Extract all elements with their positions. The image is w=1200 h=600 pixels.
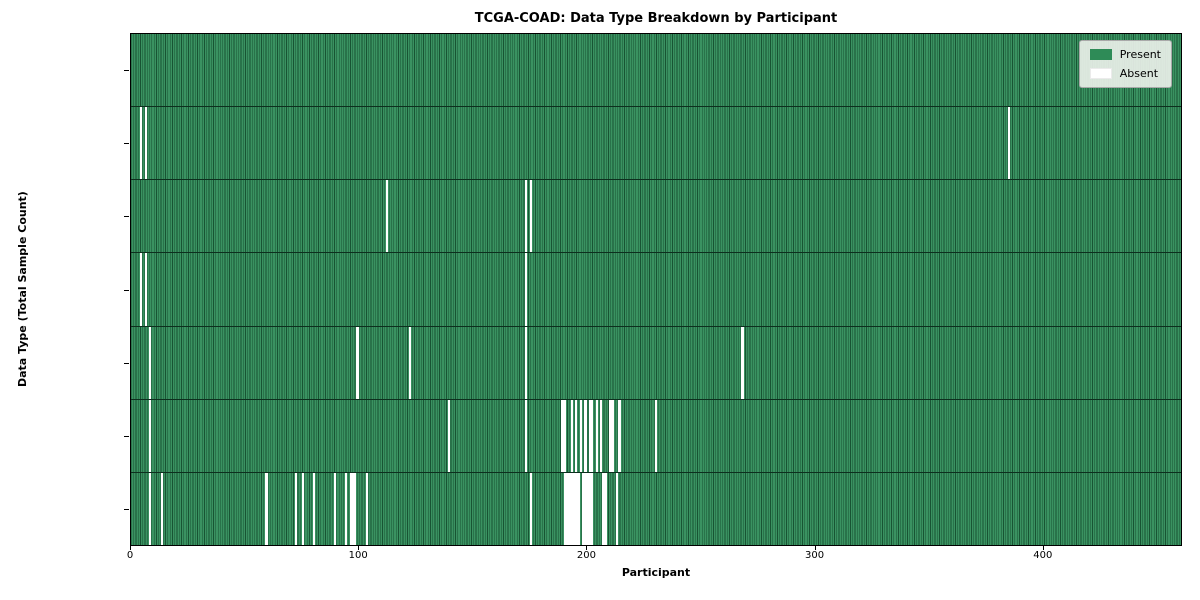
absent-stripe	[581, 472, 585, 545]
absent-stripe	[566, 472, 569, 545]
y-axis-label: Data Type (Total Sample Count)	[16, 191, 29, 388]
x-tick-label: 300	[805, 550, 825, 561]
absent-stripe	[586, 472, 589, 545]
absent-stripe	[1007, 107, 1011, 180]
absent-stripe	[588, 472, 592, 545]
absent-stripe	[570, 472, 573, 545]
x-tick-mark	[358, 546, 360, 550]
absent-stripe	[609, 399, 612, 472]
absent-stripe	[149, 399, 152, 472]
absent-stripe	[294, 472, 298, 545]
absent-stripe	[570, 399, 573, 472]
legend-present-label: Present	[1119, 48, 1161, 61]
x-tick-label: 100	[348, 550, 368, 561]
absent-swatch-icon	[1089, 68, 1112, 79]
data-type-row-mir	[131, 399, 1181, 473]
absent-stripe	[149, 472, 152, 545]
x-tick-mark	[586, 546, 588, 550]
y-tick-mark	[124, 216, 129, 218]
y-tick-mark	[124, 362, 129, 364]
absent-stripe	[525, 399, 528, 472]
absent-stripe	[345, 472, 348, 545]
absent-stripe	[654, 399, 658, 472]
absent-stripe	[313, 472, 316, 545]
absent-stripe	[572, 472, 576, 545]
absent-stripe	[577, 472, 580, 545]
x-tick-label: 200	[576, 550, 596, 561]
absent-stripe	[561, 399, 564, 472]
absent-stripe	[616, 472, 619, 545]
absent-stripe	[741, 326, 744, 399]
absent-stripe	[600, 399, 603, 472]
absent-stripe	[529, 472, 532, 545]
absent-stripe	[301, 472, 305, 545]
x-tick-mark	[130, 546, 131, 550]
absent-stripe	[356, 326, 359, 399]
absent-stripe	[333, 472, 336, 545]
legend: Present Absent	[1078, 40, 1172, 88]
absent-stripe	[611, 399, 614, 472]
absent-stripe	[525, 180, 528, 253]
absent-stripe	[591, 399, 594, 472]
y-tick-mark	[124, 509, 129, 511]
absent-stripe	[349, 472, 352, 545]
absent-stripe	[354, 472, 357, 545]
y-tick-mark	[124, 436, 129, 438]
present-swatch-icon	[1089, 49, 1112, 60]
absent-stripe	[575, 399, 578, 472]
absent-stripe	[579, 399, 582, 472]
absent-stripe	[140, 253, 143, 326]
y-tick-mark	[124, 289, 129, 291]
data-type-row-methylation	[131, 180, 1181, 254]
chart-title: TCGA-COAD: Data Type Breakdown by Partic…	[474, 11, 838, 26]
absent-stripe	[588, 399, 592, 472]
absent-stripe	[525, 253, 528, 326]
absent-stripe	[144, 253, 147, 326]
data-type-row-mrna	[131, 326, 1181, 400]
y-tick-mark	[124, 69, 129, 71]
absent-stripe	[144, 107, 147, 180]
absent-stripe	[386, 180, 389, 253]
absent-stripe	[140, 107, 143, 180]
data-type-row-clinical	[131, 107, 1181, 181]
absent-stripe	[525, 326, 528, 399]
absent-stripe	[563, 472, 567, 545]
absent-stripe	[591, 472, 594, 545]
absent-stripe	[618, 399, 621, 472]
absent-stripe	[149, 326, 152, 399]
absent-stripe	[408, 326, 412, 399]
absent-stripe	[265, 472, 268, 545]
absent-stripe	[604, 472, 608, 545]
y-tick-mark	[124, 142, 129, 144]
absent-stripe	[602, 472, 605, 545]
legend-entry-absent: Absent	[1089, 67, 1161, 80]
absent-stripe	[563, 399, 567, 472]
legend-absent-label: Absent	[1119, 67, 1159, 80]
x-tick-label: 400	[1033, 550, 1053, 561]
x-tick-mark	[814, 546, 816, 550]
absent-stripe	[447, 399, 450, 472]
absent-stripe	[529, 180, 532, 253]
data-type-row-maf	[131, 472, 1181, 545]
x-axis-label: Participant	[621, 566, 691, 579]
x-tick-label: 0	[126, 550, 134, 561]
absent-stripe	[365, 472, 368, 545]
absent-stripe	[584, 399, 587, 472]
data-type-row-bcr	[131, 34, 1181, 108]
absent-stripe	[575, 472, 578, 545]
plot-area	[130, 33, 1182, 546]
legend-entry-present: Present	[1089, 48, 1161, 61]
data-type-row-cn	[131, 253, 1181, 327]
absent-stripe	[595, 399, 598, 472]
x-tick-mark	[1042, 546, 1044, 550]
absent-stripe	[351, 472, 355, 545]
absent-stripe	[160, 472, 163, 545]
absent-stripe	[584, 472, 587, 545]
absent-stripe	[568, 472, 571, 545]
